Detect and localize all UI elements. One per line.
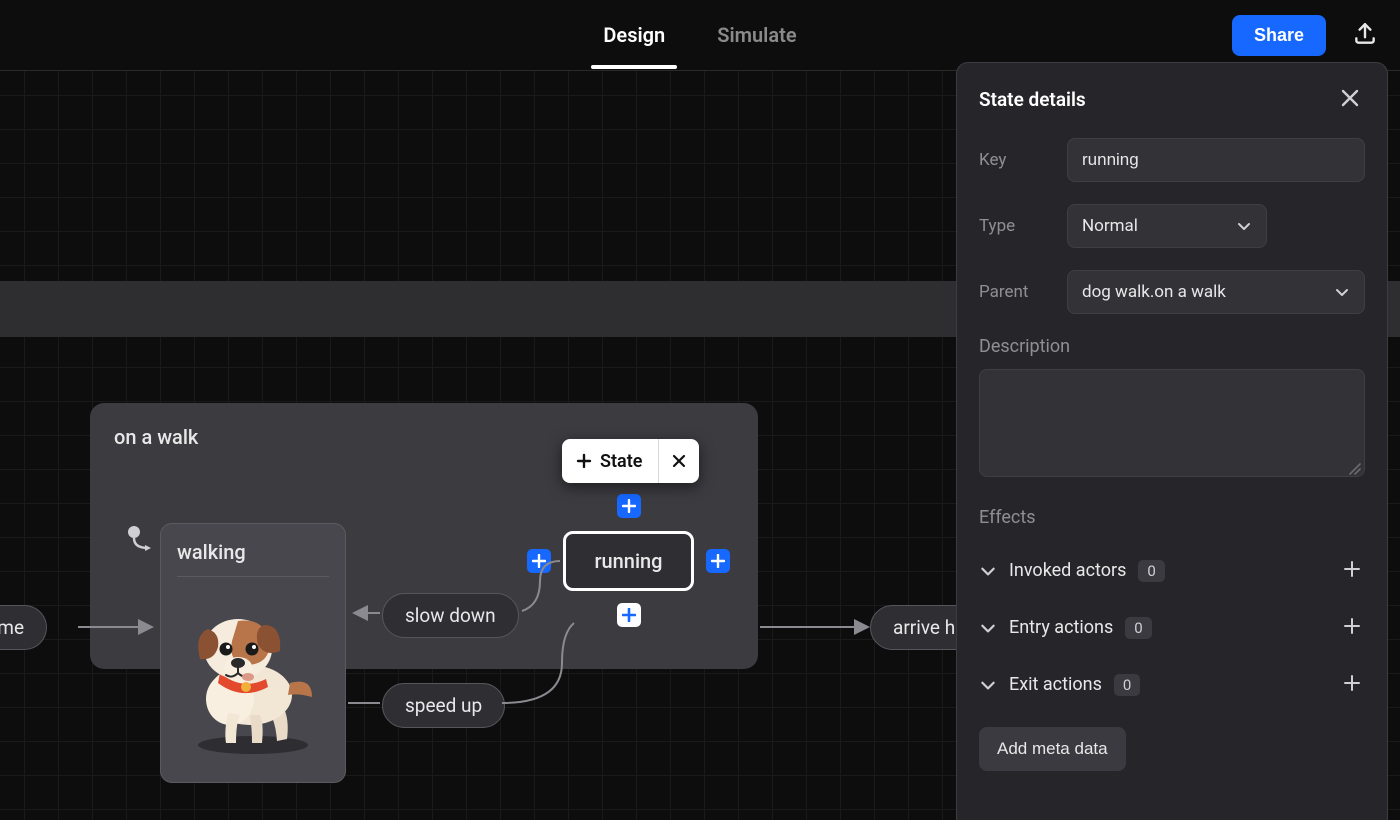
- chevron-down-icon[interactable]: [979, 562, 997, 580]
- parent-select[interactable]: dog walk.on a walk: [1067, 270, 1365, 314]
- add-state-label: State: [600, 451, 642, 472]
- type-value: Normal: [1082, 216, 1138, 236]
- plus-icon: [1343, 674, 1361, 692]
- parent-value: dog walk.on a walk: [1082, 282, 1226, 302]
- add-handle-right[interactable]: [706, 549, 730, 573]
- effects-row-invoked-actors: Invoked actors 0: [979, 542, 1365, 599]
- count-badge: 0: [1138, 560, 1164, 582]
- add-meta-data-button[interactable]: Add meta data: [979, 727, 1126, 771]
- key-input[interactable]: [1067, 138, 1365, 182]
- add-handle-top[interactable]: [617, 494, 641, 518]
- chevron-down-icon: [1334, 284, 1350, 300]
- export-icon: [1352, 21, 1378, 47]
- effects-row-entry-actions: Entry actions 0: [979, 599, 1365, 656]
- description-label: Description: [979, 336, 1365, 357]
- state-label: walking: [177, 540, 329, 577]
- plus-icon: [576, 453, 592, 469]
- plus-icon: [1343, 560, 1361, 578]
- parent-label: Parent: [979, 282, 1049, 302]
- plus-icon: [1343, 617, 1361, 635]
- chevron-down-icon: [1236, 218, 1252, 234]
- count-badge: 0: [1114, 674, 1140, 696]
- add-invoked-actor-button[interactable]: [1339, 556, 1365, 585]
- transition-home[interactable]: home: [0, 605, 47, 650]
- effects-row-label: Entry actions: [1009, 617, 1113, 638]
- effects-row-exit-actions: Exit actions 0: [979, 656, 1365, 713]
- topbar: Design Simulate Share: [0, 0, 1400, 71]
- key-label: Key: [979, 150, 1049, 170]
- effects-label: Effects: [979, 507, 1365, 528]
- transition-speed-up[interactable]: speed up: [382, 683, 505, 728]
- effects-row-label: Invoked actors: [1009, 560, 1126, 581]
- state-walking[interactable]: walking: [160, 523, 346, 783]
- add-state-button[interactable]: State: [562, 439, 659, 483]
- tab-design[interactable]: Design: [599, 1, 669, 69]
- description-input[interactable]: [979, 369, 1365, 477]
- initial-state-marker: [125, 523, 155, 553]
- mode-tabs: Design Simulate: [599, 1, 800, 69]
- share-button[interactable]: Share: [1232, 15, 1326, 56]
- add-state-popover: State: [562, 439, 699, 483]
- add-exit-action-button[interactable]: [1339, 670, 1365, 699]
- state-image: [177, 577, 329, 757]
- close-icon: [1339, 87, 1361, 109]
- state-label: running: [594, 549, 662, 573]
- resize-handle-icon: [1347, 461, 1361, 475]
- popover-close-button[interactable]: [659, 439, 699, 483]
- tab-simulate[interactable]: Simulate: [713, 1, 800, 69]
- add-handle-left[interactable]: [527, 549, 551, 573]
- add-handle-bottom[interactable]: [617, 603, 641, 627]
- close-icon: [671, 453, 687, 469]
- chevron-down-icon[interactable]: [979, 619, 997, 637]
- type-select[interactable]: Normal: [1067, 204, 1267, 248]
- chevron-down-icon[interactable]: [979, 676, 997, 694]
- state-details-panel: State details Key Type Normal Parent dog…: [956, 62, 1388, 820]
- panel-close-button[interactable]: [1335, 83, 1365, 116]
- effects-row-label: Exit actions: [1009, 674, 1102, 695]
- add-entry-action-button[interactable]: [1339, 613, 1365, 642]
- state-running[interactable]: running: [563, 531, 694, 591]
- transition-slow-down[interactable]: slow down: [382, 593, 519, 638]
- count-badge: 0: [1125, 617, 1151, 639]
- export-button[interactable]: [1348, 17, 1382, 54]
- type-label: Type: [979, 216, 1049, 236]
- panel-title: State details: [979, 88, 1086, 111]
